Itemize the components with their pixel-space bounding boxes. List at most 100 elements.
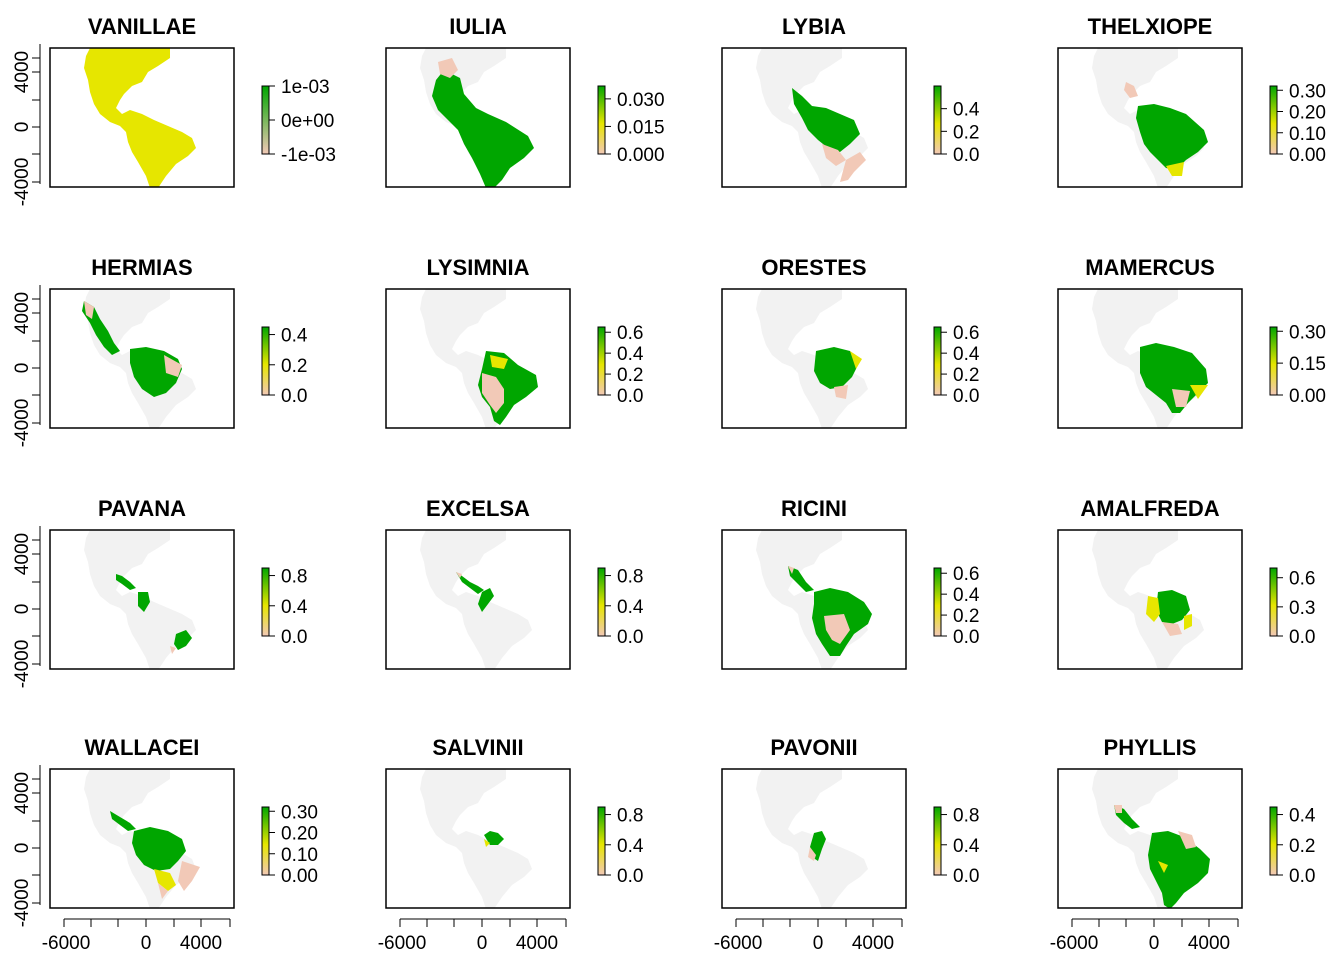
suitability-region <box>1172 389 1190 407</box>
suitability-region <box>1140 343 1208 413</box>
legend-colorbar <box>933 567 942 637</box>
legend-tick-label: 0.0 <box>281 386 307 407</box>
suitability-region <box>1166 162 1184 176</box>
plot-frame <box>385 47 571 188</box>
legend-tick-label: 0.015 <box>617 117 665 138</box>
suitability-region <box>1162 622 1182 636</box>
map-panel-excelsa: EXCELSA 0.8 0.4 0.0 <box>385 496 644 670</box>
legend-tick-label: 0.6 <box>1289 569 1315 590</box>
legend-tick-label: 0.30 <box>1289 81 1326 102</box>
plot-frame <box>721 47 907 188</box>
suitability-region <box>1158 861 1168 873</box>
map-panel-salvinii: SALVINII -6000 0 4000 0.8 0.4 0.0 <box>378 735 644 954</box>
suitability-region <box>138 592 150 612</box>
land-background <box>420 289 532 428</box>
panel-title: MAMERCUS <box>1085 255 1215 280</box>
panel-title: HERMIAS <box>91 255 192 280</box>
plot-frame <box>385 529 571 670</box>
suitability-region <box>808 847 816 861</box>
suitability-region <box>814 347 858 389</box>
legend-tick-label: 0.15 <box>1289 354 1326 375</box>
suitability-region <box>170 646 176 654</box>
legend-colorbar <box>1269 326 1278 396</box>
suitability-region <box>484 839 490 847</box>
suitability-region <box>432 70 534 187</box>
legend-tick-label: 0.10 <box>1289 124 1326 145</box>
map-panel-phyllis: PHYLLIS -6000 0 4000 0.4 0.2 0.0 <box>1050 735 1316 954</box>
suitability-region <box>850 351 862 369</box>
legend-tick-label: 0.6 <box>953 323 979 344</box>
map-panel-thelxiope: THELXIOPE 0.300.200.100.00 <box>1057 14 1326 188</box>
land-background <box>420 530 532 669</box>
legend-tick-label: 0.0 <box>617 866 643 887</box>
panel-title: VANILLAE <box>88 14 196 39</box>
plot-frame <box>1057 768 1243 909</box>
suitability-region <box>788 566 794 574</box>
legend-tick-label: 0.2 <box>617 365 643 386</box>
legend-tick-label: 0.8 <box>617 567 643 588</box>
panel-title: THELXIOPE <box>1088 14 1213 39</box>
suitability-region <box>1146 596 1160 622</box>
x-tick-label: -6000 <box>714 933 763 954</box>
y-tick-label: -4000 <box>12 879 33 928</box>
panel-title: PAVANA <box>98 496 186 521</box>
legend-tick-label: 0.4 <box>281 597 308 618</box>
legend-tick-label: 0.30 <box>1289 322 1326 343</box>
legend-tick-label: 0.2 <box>953 606 979 627</box>
suitability-region <box>1124 82 1138 98</box>
plot-frame <box>1057 529 1243 670</box>
legend-colorbar <box>597 326 606 396</box>
suitability-region <box>174 630 192 650</box>
legend-tick-label: 0.4 <box>953 100 980 121</box>
plot-frame <box>49 47 235 188</box>
legend-tick-label: 0.0 <box>617 386 643 407</box>
x-tick-label: -6000 <box>42 933 91 954</box>
legend-tick-label: 0.0 <box>281 627 307 648</box>
suitability-region <box>482 373 504 413</box>
y-tick-label: 0 <box>12 122 33 133</box>
legend-tick-label: 0.4 <box>953 585 980 606</box>
panel-title: ORESTES <box>761 255 866 280</box>
suitability-region <box>110 811 136 831</box>
y-tick-label: 0 <box>12 843 33 854</box>
legend-tick-label: 0.0 <box>617 627 643 648</box>
suitability-region <box>154 869 176 891</box>
legend-tick-label: 0.30 <box>281 802 318 823</box>
land-background <box>756 769 868 908</box>
legend-tick-label: -1e-03 <box>281 145 336 166</box>
plot-frame <box>49 288 235 429</box>
legend-tick-label: 0.4 <box>953 836 980 857</box>
x-tick-label: 4000 <box>180 933 222 954</box>
panel-title: EXCELSA <box>426 496 530 521</box>
legend-tick-label: 0.20 <box>281 824 318 845</box>
plot-frame <box>1057 288 1243 429</box>
legend-colorbar <box>1269 85 1278 155</box>
suitability-region <box>834 385 848 399</box>
x-tick-label: 4000 <box>516 933 558 954</box>
y-tick-label: 4000 <box>12 292 33 334</box>
suitability-region <box>490 355 508 369</box>
legend-tick-label: 0.0 <box>1289 627 1315 648</box>
map-panel-lysimnia: LYSIMNIA 0.60.40.20.0 <box>385 255 644 429</box>
y-tick-label: -4000 <box>12 399 33 448</box>
land-background <box>420 769 532 908</box>
legend-tick-label: 0.00 <box>1289 145 1326 166</box>
map-panel-hermias: HERMIAS 4000 0 -4000 0.4 0.2 0.0 <box>12 255 308 447</box>
suitability-region <box>822 144 846 166</box>
suitability-region <box>1136 104 1208 170</box>
legend-tick-label: 0.0 <box>953 145 979 166</box>
x-tick-label: 4000 <box>1188 933 1230 954</box>
panel-title: WALLACEI <box>85 735 200 760</box>
x-tick-label: 0 <box>1149 933 1160 954</box>
legend-colorbar <box>261 326 270 396</box>
suitability-region <box>1148 831 1210 908</box>
legend-tick-label: 0.000 <box>617 145 665 166</box>
legend-tick-label: 0.0 <box>953 386 979 407</box>
panel-title: LYSIMNIA <box>426 255 529 280</box>
y-tick-label: -4000 <box>12 640 33 689</box>
legend-colorbar <box>597 567 606 637</box>
legend-tick-label: 0.00 <box>281 866 318 887</box>
legend-tick-label: 0.4 <box>1289 806 1316 827</box>
legend-tick-label: 0.2 <box>953 122 979 143</box>
map-panel-lybia: LYBIA 0.40.20.0 <box>721 14 980 188</box>
